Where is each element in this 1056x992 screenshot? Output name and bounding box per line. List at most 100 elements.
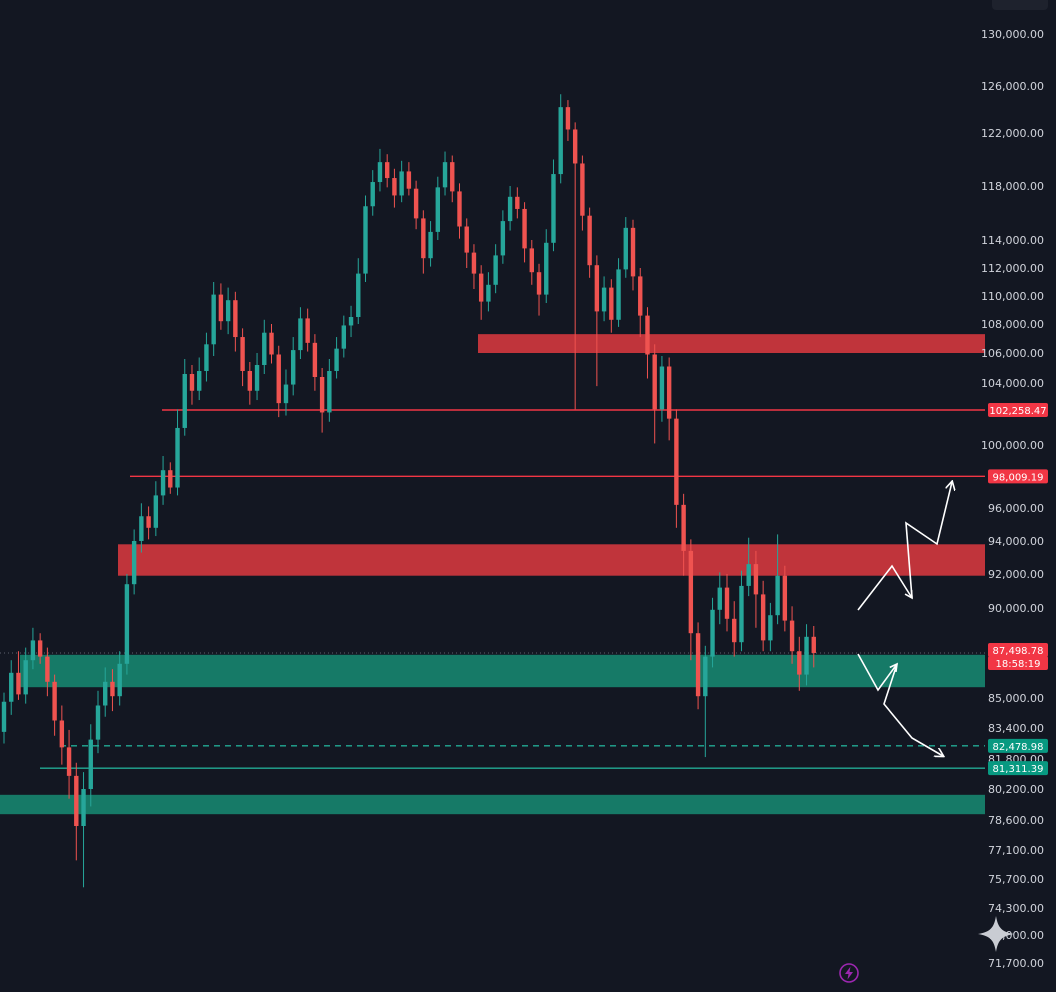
candle [782, 565, 788, 632]
price-tags-layer: 102,258.47 98,009.19 82,478.98 81,311.39 87,… [988, 402, 1048, 776]
candle [341, 315, 347, 358]
price-tag-bg [988, 643, 1048, 657]
candle-body [572, 129, 578, 164]
candle-body [399, 171, 404, 196]
projection-arrow-mid [904, 589, 913, 600]
resistance-zone [118, 544, 985, 576]
candle [544, 229, 549, 303]
lightning-bolt-icon[interactable] [838, 962, 860, 984]
price-tag: 18:58:19 [988, 656, 1048, 670]
candle [457, 183, 462, 239]
candle-body [428, 231, 433, 259]
candle-body [507, 196, 513, 222]
candle [37, 633, 43, 664]
candle-body [74, 775, 79, 826]
candle-body [450, 162, 455, 192]
candle-body [189, 374, 195, 391]
projection-arrow [857, 653, 943, 756]
candle-body [746, 564, 751, 586]
axis-tick-label: 118,000.00 [981, 180, 1044, 193]
candle-body [16, 672, 21, 695]
candle-body [760, 594, 766, 641]
candle [450, 155, 455, 203]
candle-body [522, 208, 527, 249]
candle [59, 705, 65, 765]
candle [240, 328, 245, 387]
candle [74, 762, 79, 861]
candle-body [254, 365, 260, 391]
candle-body [66, 747, 72, 776]
candle-body [811, 636, 816, 653]
price-tag-text: 87,498.78 [993, 646, 1044, 657]
levels-layer [0, 409, 985, 769]
candle [428, 221, 433, 267]
axis-tick-label: 130,000.00 [981, 28, 1044, 41]
candle [645, 307, 650, 379]
candle [384, 154, 390, 188]
axis-tick-label: 78,600.00 [988, 814, 1044, 827]
candle-body [587, 215, 592, 266]
candle [594, 255, 600, 387]
candle [370, 170, 375, 216]
candle-body [710, 609, 715, 657]
axis-tick-label: 77,100.00 [988, 844, 1044, 857]
candle-body [341, 325, 347, 349]
candle [117, 651, 122, 706]
candle [717, 572, 722, 625]
candle [225, 287, 231, 335]
axis-tick-label: 114,000.00 [981, 234, 1044, 247]
candle-body [334, 348, 339, 371]
candle-body [782, 575, 788, 621]
candle-body [262, 332, 267, 365]
candle-body [724, 587, 730, 619]
candle [160, 456, 166, 505]
candle [703, 645, 708, 758]
price-tag: 98,009.19 [988, 469, 1048, 484]
sparkle-icon [978, 916, 1014, 952]
candle-body [356, 273, 361, 317]
candle [327, 359, 332, 422]
candle [638, 268, 643, 338]
candle [334, 337, 339, 379]
price-tag-text: 98,009.19 [993, 472, 1044, 483]
candle [746, 537, 751, 597]
axis-tick-label: 90,000.00 [988, 602, 1044, 615]
candle-body [717, 587, 722, 610]
candle [298, 307, 303, 359]
candle [565, 100, 571, 141]
candle [189, 365, 195, 405]
candle-body [594, 265, 600, 312]
candle-body [95, 705, 101, 740]
price-axis[interactable]: 130,000.00 126,000.00 122,000.00 118,000.00… [981, 28, 1044, 970]
candle-body [225, 300, 231, 322]
candle [30, 627, 36, 670]
candle [247, 362, 253, 405]
candle-body [688, 550, 694, 634]
candle-body [529, 248, 534, 273]
candle [103, 667, 108, 717]
axis-tick-label: 108,000.00 [981, 318, 1044, 331]
candle-body [319, 377, 325, 413]
candle-body [247, 371, 253, 391]
candle [283, 369, 289, 416]
candle-body [1, 701, 7, 732]
candle [139, 503, 144, 553]
candle [732, 601, 737, 657]
candle [45, 647, 50, 697]
candle-body [327, 371, 332, 413]
candle [168, 462, 173, 494]
candle-body [305, 318, 310, 343]
candle-body [421, 218, 426, 259]
candle [804, 624, 809, 686]
toolbar-corner[interactable] [992, 0, 1048, 10]
axis-tick-label: 96,000.00 [988, 502, 1044, 515]
candle-body [182, 374, 187, 428]
candle-body [500, 221, 506, 256]
candle-body [789, 620, 795, 652]
candle [515, 187, 520, 219]
candle [811, 626, 816, 668]
candle [211, 282, 216, 356]
axis-tick-label: 80,200.00 [988, 783, 1044, 796]
